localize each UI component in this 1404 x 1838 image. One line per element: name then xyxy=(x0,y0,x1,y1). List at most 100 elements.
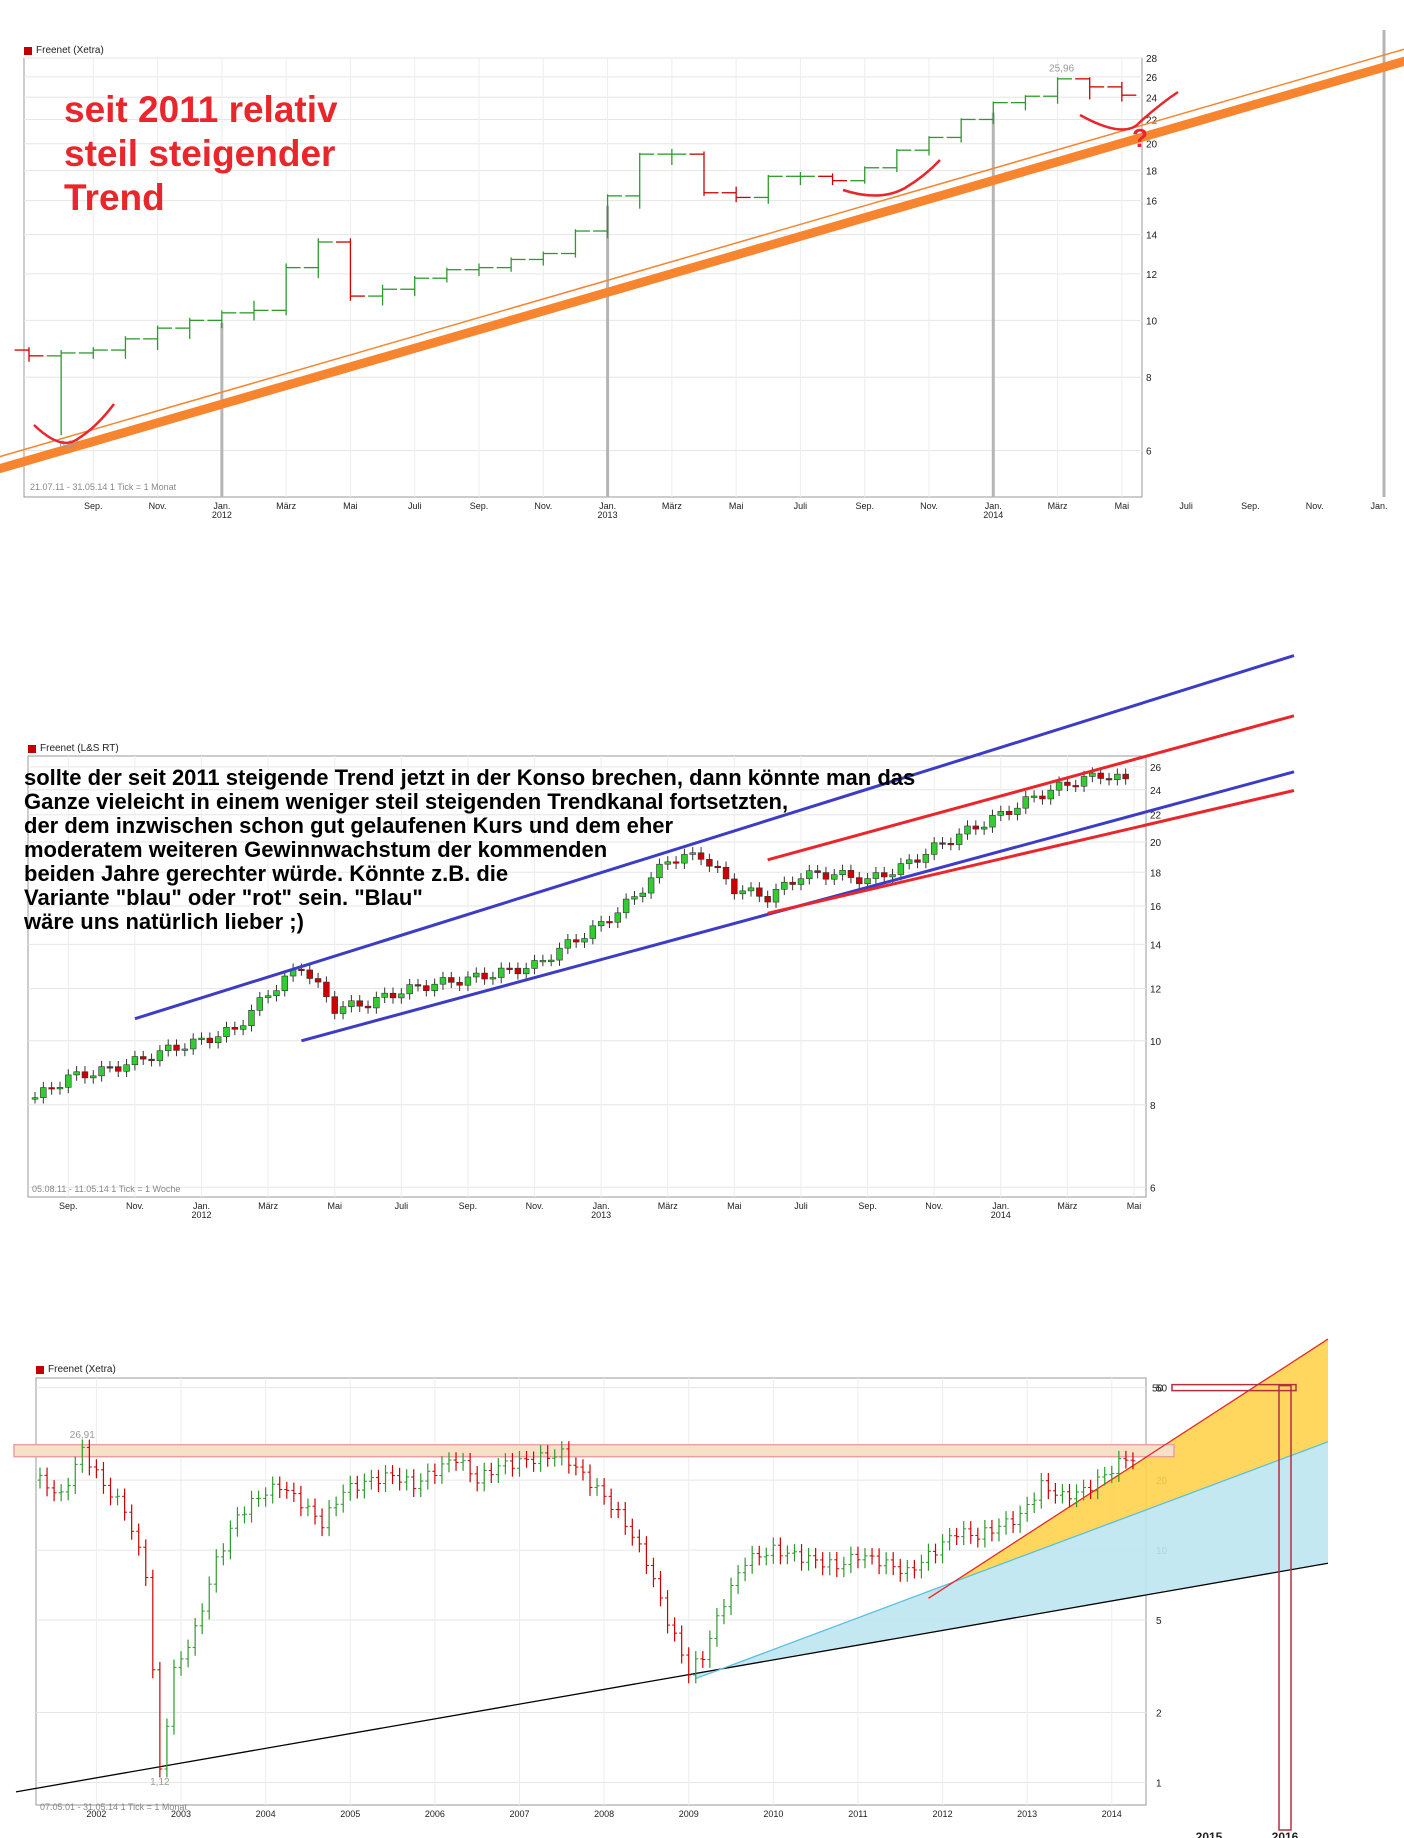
candle-body xyxy=(148,1058,155,1061)
bottom-chart-range-info: 07.05.01 - 31.05.14 1 Tick = 1 Monat xyxy=(40,1802,187,1812)
ohlc-bar xyxy=(1031,1492,1037,1513)
y-tick-label: 18 xyxy=(1150,868,1162,879)
ohlc-bar xyxy=(108,1477,114,1506)
ohlc-bar xyxy=(841,1556,847,1578)
red-channel-line xyxy=(767,789,1295,915)
candle xyxy=(806,865,813,885)
ohlc-bar xyxy=(954,1527,960,1546)
candle-body xyxy=(547,959,555,962)
candle-body xyxy=(864,878,871,885)
candle-body xyxy=(939,842,946,845)
ohlc-bar xyxy=(848,1546,854,1574)
y-tick-label: 18 xyxy=(1146,167,1158,178)
candle-body xyxy=(164,1044,172,1052)
candle-body xyxy=(739,890,746,895)
x-tick-label: Sep. xyxy=(84,501,103,511)
candle xyxy=(206,1032,214,1049)
x-tick-label: 2008 xyxy=(594,1809,614,1819)
y-tick-label: 6 xyxy=(1150,1183,1156,1194)
x-tick-label: Jan. xyxy=(213,501,230,511)
black-trendline xyxy=(15,1562,1329,1793)
candle-body xyxy=(206,1037,214,1044)
ohlc-bar xyxy=(122,1488,128,1521)
x-tick-label: Jan. xyxy=(593,1201,610,1211)
ohlc-bar xyxy=(665,1590,671,1634)
candle xyxy=(314,972,322,988)
candle-body xyxy=(756,887,763,897)
ohlc-bar xyxy=(799,1544,805,1571)
ohlc-bar xyxy=(946,118,976,143)
candle xyxy=(464,971,472,992)
ohlc-bar xyxy=(44,1467,50,1497)
candle-body xyxy=(56,1087,64,1090)
candle-body xyxy=(1022,796,1029,809)
candle-body xyxy=(31,1097,39,1100)
candle-body xyxy=(581,938,588,943)
ohlc-bar xyxy=(213,1549,219,1593)
bottom-chart-panel: 1251020502002200320042005200620072008200… xyxy=(0,1338,1404,1838)
y-tick-label: 8 xyxy=(1146,373,1152,384)
y-tick-label: 50 xyxy=(1156,1384,1168,1395)
candle xyxy=(989,809,996,833)
ohlc-bar xyxy=(1066,1483,1072,1508)
candle xyxy=(781,876,788,896)
ohlc-bar xyxy=(175,317,205,339)
x-tick-label: Nov. xyxy=(126,1201,144,1211)
ohlc-bar xyxy=(347,1475,353,1501)
x-tick-label: 2013 xyxy=(598,510,618,520)
ohlc-bar xyxy=(749,1545,755,1574)
candle xyxy=(631,890,638,905)
ohlc-bar xyxy=(206,1576,212,1620)
ohlc-bar xyxy=(425,1463,431,1490)
ohlc-bar xyxy=(1010,95,1040,111)
candle-body xyxy=(331,996,338,1014)
ohlc-bar xyxy=(940,1534,946,1564)
candle xyxy=(789,876,796,891)
candle-body xyxy=(622,898,630,914)
target-level-box xyxy=(1171,1383,1297,1392)
candle xyxy=(647,872,655,899)
candle xyxy=(922,848,930,869)
ohlc-bar xyxy=(185,1639,191,1668)
candle-body xyxy=(115,1066,122,1072)
ohlc-bar xyxy=(298,1485,304,1517)
ohlc-bar xyxy=(560,229,590,258)
top-annotation-line-3: Trend xyxy=(64,177,165,218)
ohlc-bar xyxy=(636,1529,642,1553)
x-tick-label: Sep. xyxy=(459,1201,478,1211)
x-tick-label: 2012 xyxy=(191,1210,211,1220)
series-color-swatch xyxy=(36,1365,44,1374)
candle-body xyxy=(406,984,413,995)
y-tick-label: 16 xyxy=(1150,902,1162,913)
ohlc-bar xyxy=(650,1557,656,1588)
candle xyxy=(964,820,971,840)
ohlc-bar xyxy=(721,1598,727,1625)
candle-body xyxy=(1064,781,1071,786)
ohlc-bar xyxy=(714,1608,720,1647)
ohlc-bar xyxy=(1109,1465,1115,1484)
candle xyxy=(581,932,588,948)
candle xyxy=(689,847,696,861)
ohlc-bar xyxy=(368,1469,374,1490)
ohlc-bar xyxy=(524,1450,530,1468)
candle-body xyxy=(531,960,538,969)
candle xyxy=(398,988,405,1004)
x-tick-label: 2012 xyxy=(933,1809,953,1819)
x-tick-label: Jan. xyxy=(985,501,1002,511)
ohlc-bar xyxy=(335,238,365,301)
ohlc-bar xyxy=(975,1527,981,1548)
candle xyxy=(572,933,580,948)
ohlc-bar xyxy=(1045,1472,1051,1500)
candle xyxy=(622,893,630,919)
x-tick-label: Juli xyxy=(794,1201,808,1211)
candle-body xyxy=(248,1010,255,1026)
ohlc-bar xyxy=(86,1439,92,1476)
ohlc-bar xyxy=(340,1484,346,1513)
ohlc-bar xyxy=(65,1477,71,1501)
ohlc-bar xyxy=(904,1559,910,1582)
ohlc-bar xyxy=(467,1452,473,1483)
top-chart-range-info: 21.07.11 - 31.05.14 1 Tick = 1 Monat xyxy=(30,482,177,492)
candle-body xyxy=(631,896,638,900)
x-tick-label: März xyxy=(1057,1201,1077,1211)
candle-body xyxy=(781,881,788,890)
